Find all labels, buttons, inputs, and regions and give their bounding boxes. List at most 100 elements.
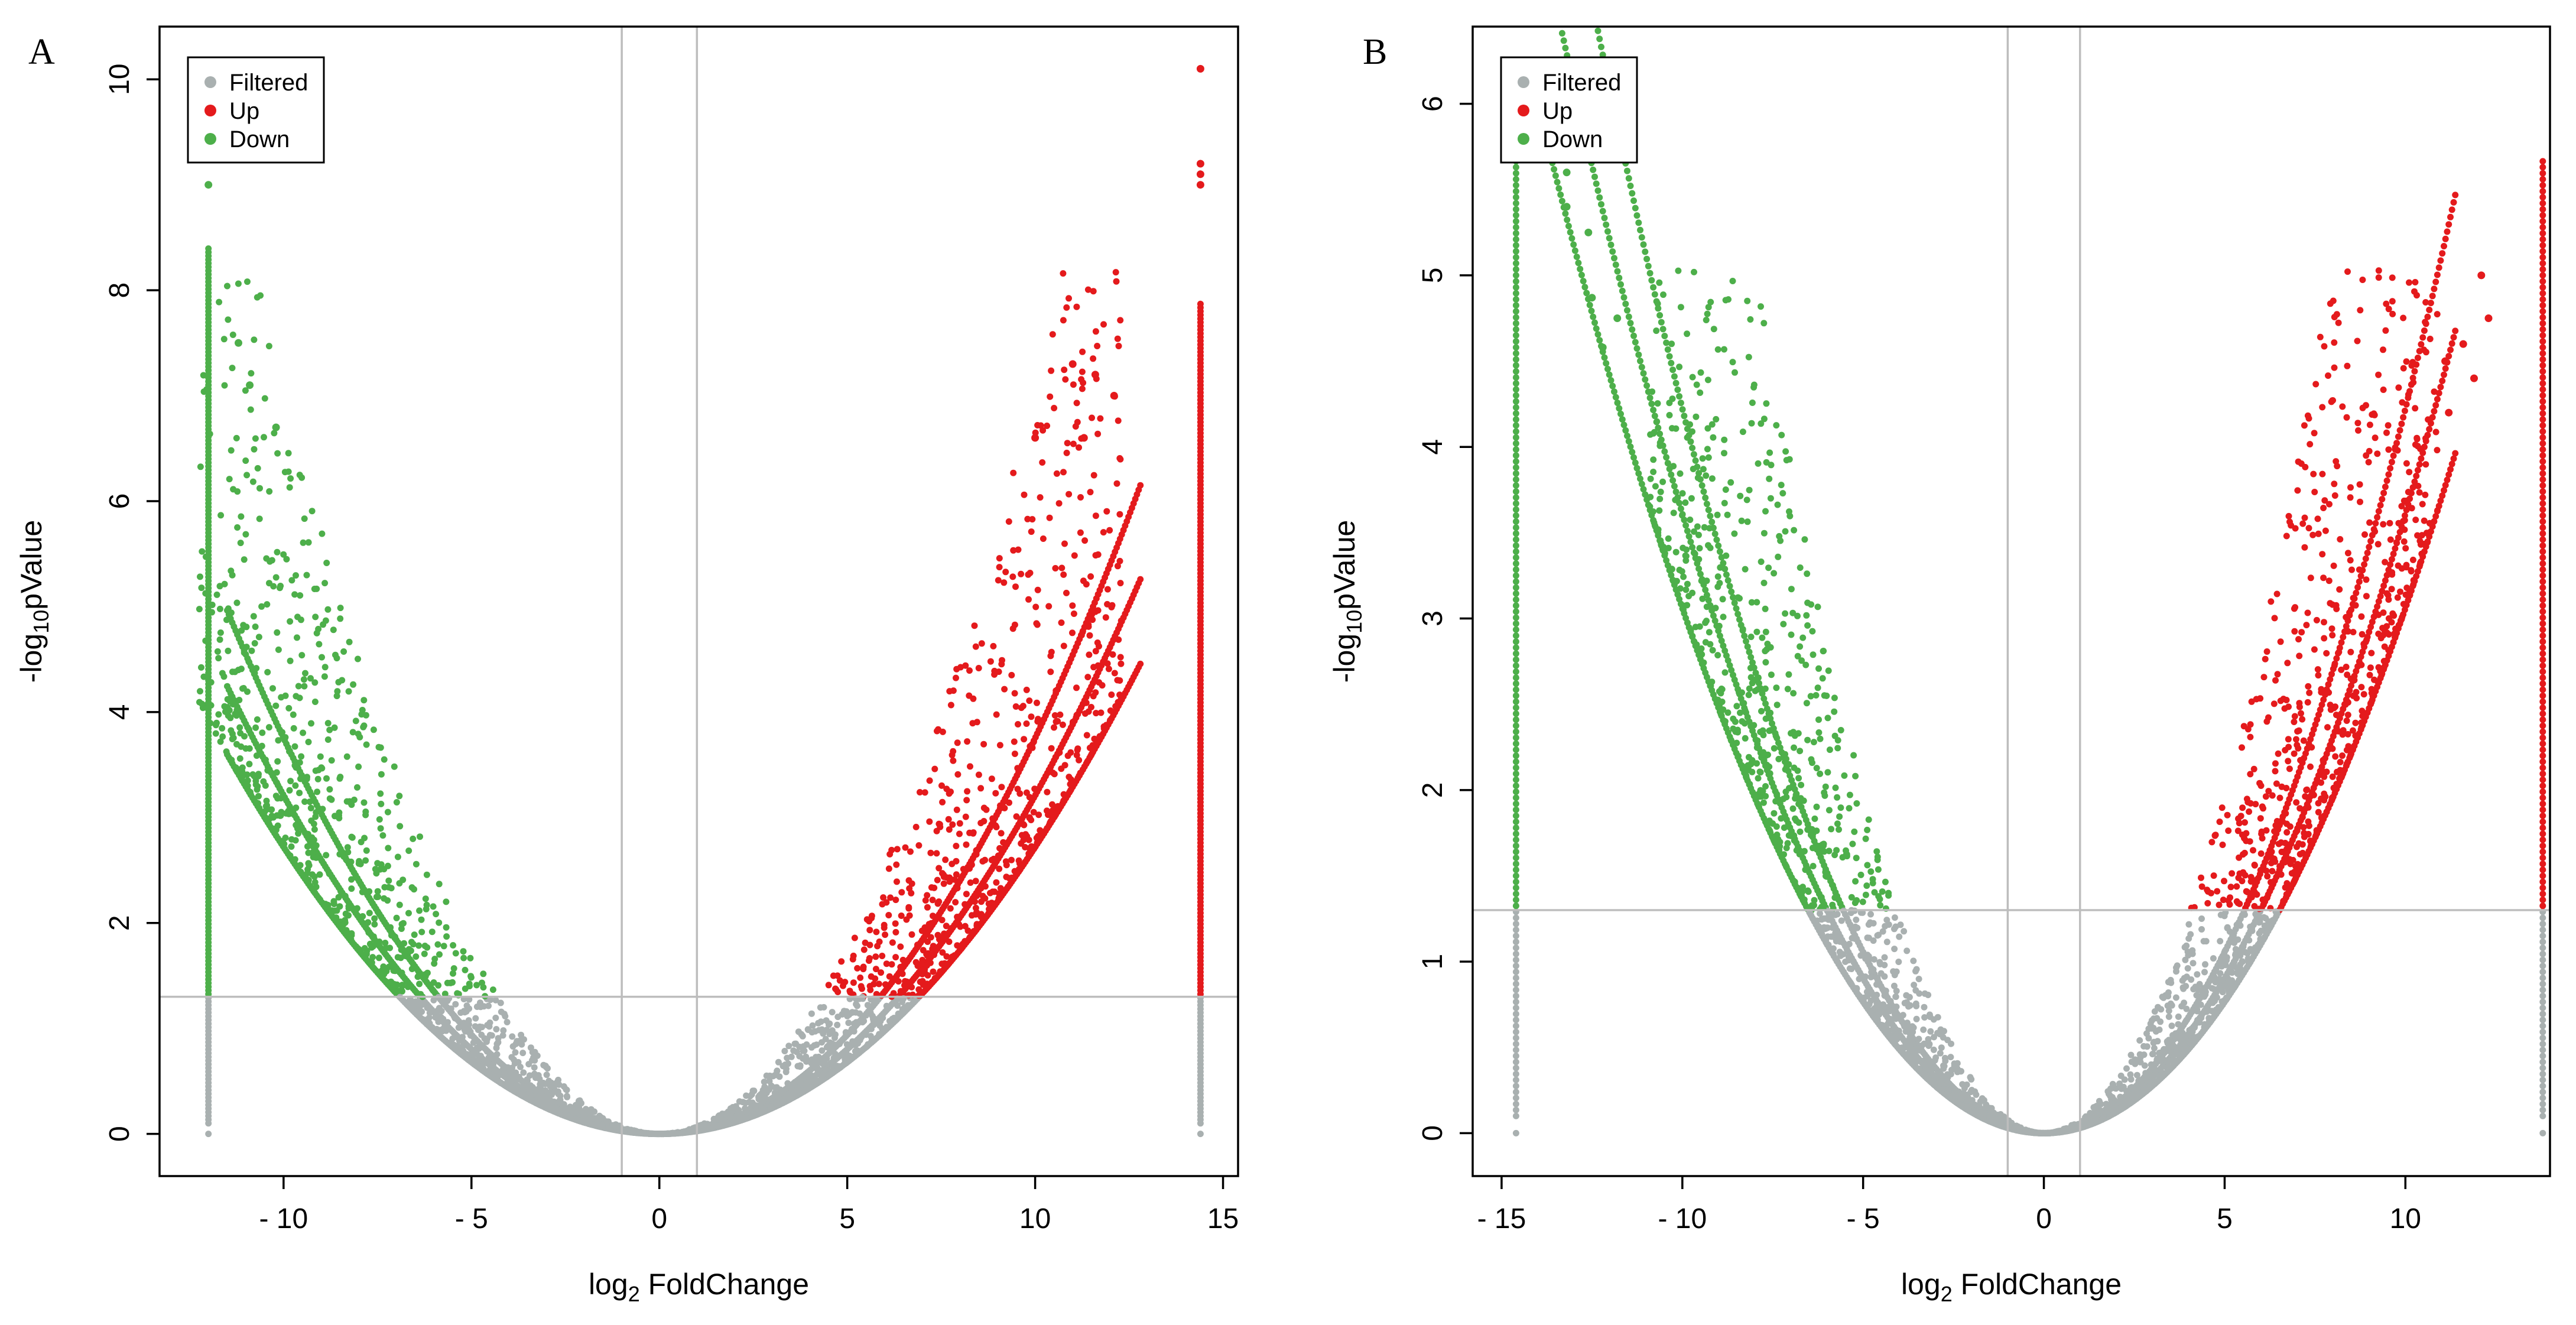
- data-point: [1118, 617, 1125, 624]
- data-point: [479, 979, 485, 986]
- data-point: [265, 820, 272, 827]
- data-point: [415, 942, 423, 949]
- data-point: [973, 922, 980, 929]
- data-point: [821, 1060, 828, 1067]
- data-point: [323, 852, 330, 859]
- data-point: [547, 1083, 554, 1090]
- data-point: [1026, 814, 1033, 821]
- data-point: [286, 787, 293, 794]
- data-point: [860, 963, 867, 970]
- data-point: [834, 1014, 842, 1021]
- data-point: [578, 1100, 584, 1107]
- data-point: [377, 825, 384, 832]
- data-point: [277, 584, 283, 592]
- data-point: [921, 789, 928, 796]
- data-point: [332, 813, 338, 820]
- data-point: [956, 830, 963, 837]
- data-point: [360, 723, 367, 730]
- data-point: [956, 820, 963, 827]
- data-point: [233, 741, 240, 748]
- data-point: [221, 382, 228, 389]
- data-point: [963, 841, 970, 848]
- data-point: [258, 603, 265, 610]
- data-point: [996, 865, 1003, 872]
- data-point: [237, 540, 244, 547]
- data-point: [788, 1086, 795, 1093]
- data-point: [1100, 321, 1107, 328]
- data-point: [433, 911, 440, 918]
- data-point: [1116, 691, 1123, 699]
- data-point: [241, 733, 248, 740]
- data-point: [492, 1076, 499, 1083]
- data-point: [520, 1069, 527, 1076]
- data-point: [1013, 813, 1020, 820]
- data-point: [1092, 328, 1099, 335]
- data-point: [1023, 686, 1030, 693]
- data-point: [1097, 709, 1105, 716]
- data-point: [275, 737, 282, 744]
- data-point: [326, 795, 333, 802]
- data-point: [998, 661, 1005, 668]
- data-point: [238, 627, 245, 634]
- data-point: [886, 973, 893, 980]
- data-point: [268, 813, 275, 819]
- data-point: [467, 954, 474, 962]
- data-point: [422, 895, 429, 902]
- data-point: [1040, 535, 1047, 542]
- data-point: [283, 556, 290, 563]
- data-point: [1003, 873, 1010, 881]
- data-point: [1089, 611, 1095, 618]
- data-point: [908, 931, 915, 938]
- data-point: [1021, 491, 1028, 498]
- data-point: [813, 1041, 820, 1048]
- data-point: [342, 910, 349, 917]
- data-point: [905, 877, 912, 884]
- data-point: [321, 580, 329, 587]
- data-point: [1064, 752, 1071, 759]
- data-point: [502, 1013, 509, 1019]
- data-point: [235, 339, 242, 347]
- data-point: [296, 790, 303, 797]
- data-point: [808, 1029, 816, 1036]
- data-point: [1025, 850, 1032, 857]
- data-point: [463, 1002, 470, 1009]
- data-point: [803, 1058, 810, 1065]
- data-point: [248, 370, 255, 377]
- data-point: [761, 1079, 768, 1086]
- data-point: [291, 743, 298, 750]
- data-point: [1073, 712, 1080, 719]
- data-point: [565, 1113, 572, 1121]
- data-point: [1196, 181, 1204, 189]
- data-point: [440, 943, 447, 950]
- data-point: [537, 1090, 544, 1096]
- data-point: [911, 999, 918, 1006]
- data-point: [897, 988, 904, 995]
- data-point: [300, 676, 307, 683]
- data-point: [957, 664, 964, 671]
- data-point: [417, 833, 423, 840]
- data-point: [381, 884, 388, 891]
- data-point: [934, 900, 941, 907]
- data-point: [264, 601, 271, 608]
- data-point: [1080, 434, 1088, 442]
- data-point: [457, 1044, 464, 1051]
- data-point: [978, 898, 985, 905]
- data-point: [451, 1013, 458, 1020]
- data-point: [1029, 744, 1036, 751]
- data-point: [830, 1061, 837, 1068]
- legend-label: Down: [229, 126, 290, 152]
- data-point: [946, 826, 953, 833]
- data-point: [400, 920, 407, 927]
- data-point: [301, 798, 308, 805]
- data-point: [1079, 348, 1086, 355]
- data-point: [1010, 469, 1017, 476]
- data-point: [274, 629, 281, 636]
- data-point: [964, 788, 971, 795]
- data-point: [1022, 844, 1029, 850]
- data-point: [1094, 430, 1102, 437]
- data-point: [1109, 651, 1116, 658]
- data-point: [1084, 286, 1092, 293]
- data-point: [1073, 684, 1080, 691]
- y-axis-title: -log10pValue: [15, 520, 53, 683]
- data-point: [1031, 434, 1040, 442]
